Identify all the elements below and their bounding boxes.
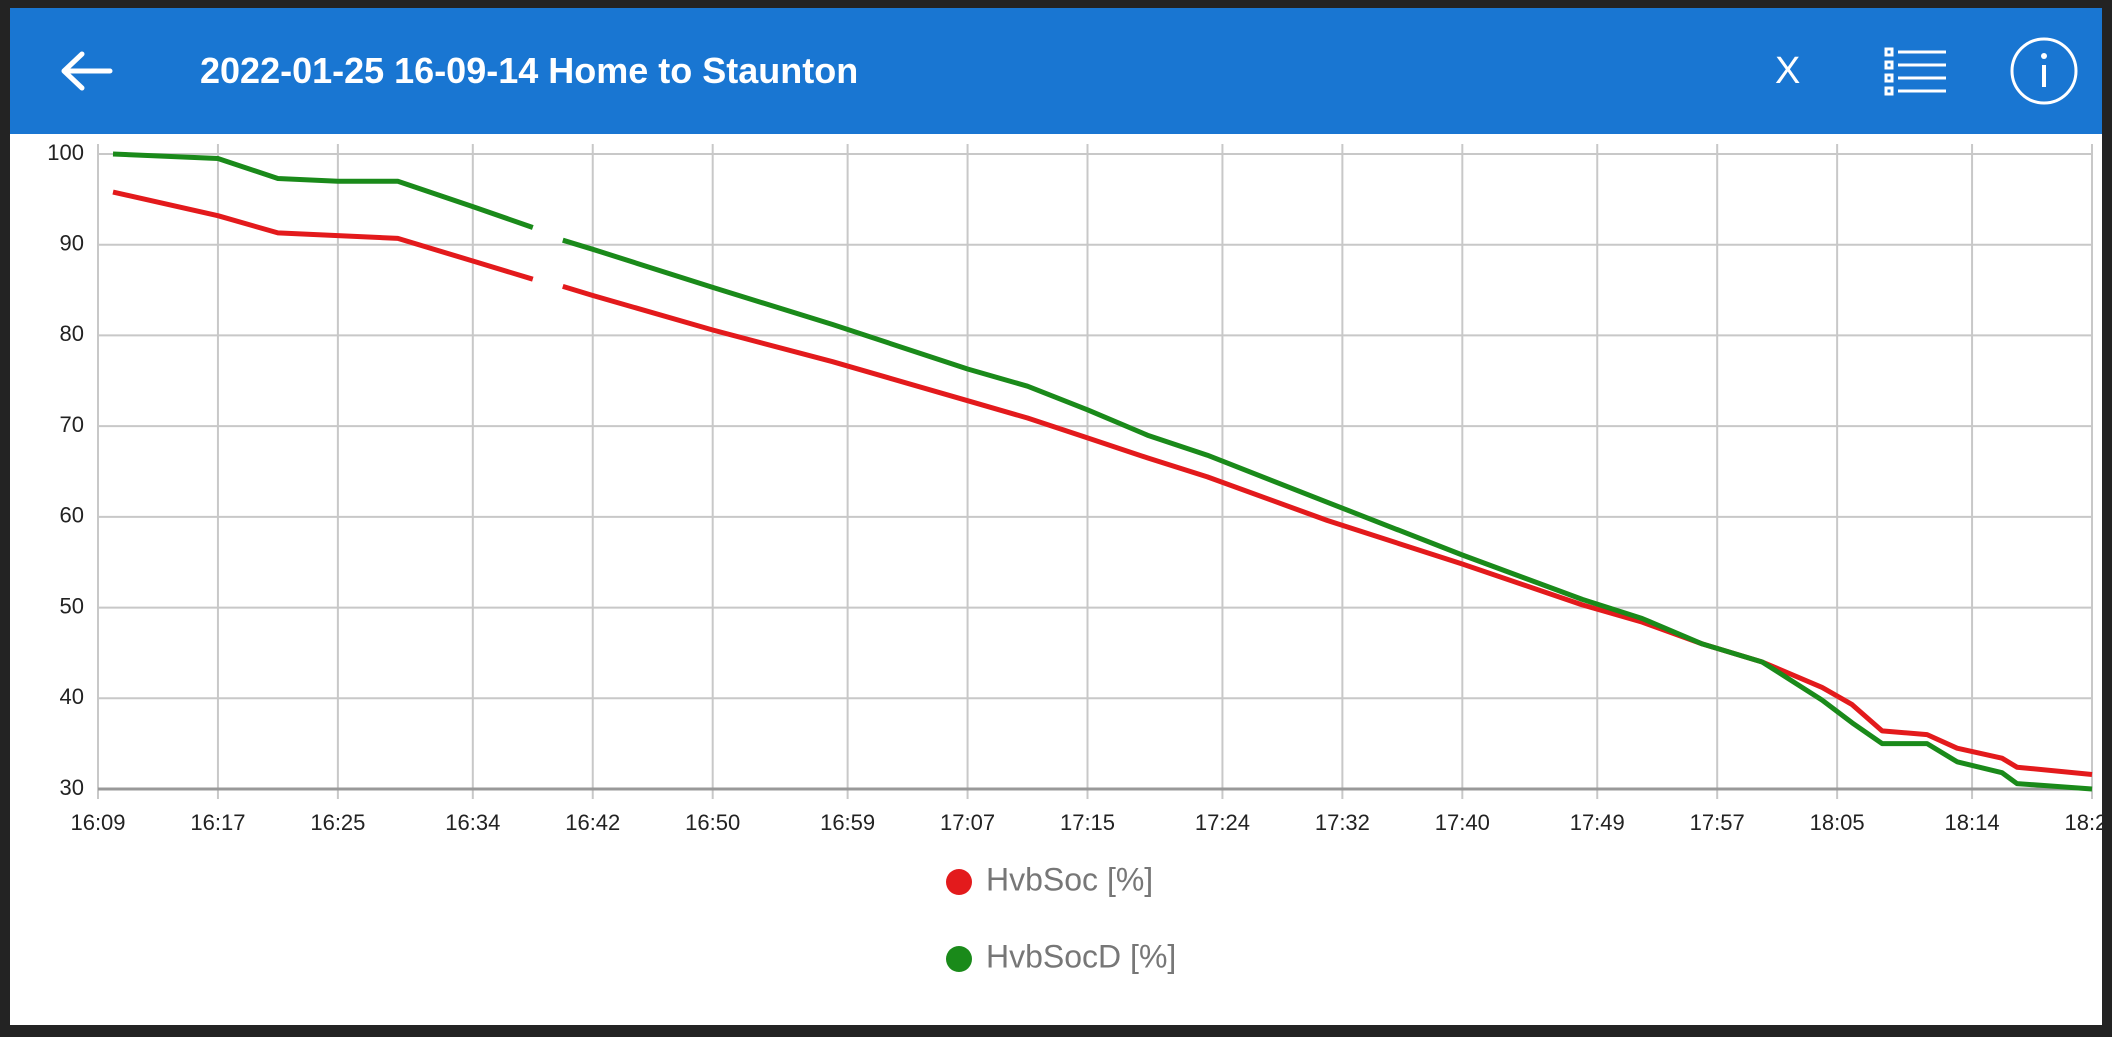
- legend-swatch: [946, 869, 972, 895]
- close-button[interactable]: X: [1775, 50, 1801, 92]
- list-button[interactable]: [1884, 46, 1950, 96]
- x-tick-label: 16:09: [70, 810, 125, 835]
- info-button[interactable]: [2008, 35, 2080, 107]
- x-tick-label: 16:17: [190, 810, 245, 835]
- x-tick-label: 17:24: [1195, 810, 1250, 835]
- data-line: [112, 189, 2093, 777]
- y-tick-label: 60: [60, 503, 84, 528]
- back-button[interactable]: [58, 51, 118, 91]
- x-tick-label: 18:14: [1945, 810, 2000, 835]
- toolbar: 2022-01-25 16-09-14 Home to Staunton X: [10, 8, 2102, 134]
- title: 2022-01-25 16-09-14 Home to Staunton: [200, 50, 859, 91]
- y-tick-label: 80: [60, 321, 84, 346]
- x-tick-label: 17:32: [1315, 810, 1370, 835]
- legend-label: HvbSocD [%]: [986, 938, 1176, 974]
- y-tick-label: 70: [60, 412, 84, 437]
- x-tick-label: 16:25: [310, 810, 365, 835]
- x-tick-label: 16:42: [565, 810, 620, 835]
- x-tick-label: 17:07: [940, 810, 995, 835]
- y-tick-label: 100: [47, 140, 84, 165]
- x-tick-label: 18:22: [2064, 810, 2102, 835]
- app-panel: 2022-01-25 16-09-14 Home to Staunton X 3…: [10, 8, 2102, 1025]
- chart: 30 40 50 60 70 80 90 100 16:09 16:17 16:25 16:34 16:…: [47, 140, 2102, 975]
- x-tick-label: 17:49: [1570, 810, 1625, 835]
- x-tick-label: 17:40: [1435, 810, 1490, 835]
- y-tick-label: 90: [60, 231, 84, 256]
- x-tick-label: 17:15: [1060, 810, 1115, 835]
- legend-swatch: [946, 946, 972, 972]
- x-tick-label: 16:34: [445, 810, 500, 835]
- y-tick-label: 30: [60, 775, 84, 800]
- x-tick-label: 18:05: [1810, 810, 1865, 835]
- y-tick-label: 50: [60, 593, 84, 618]
- x-tick-label: 16:59: [820, 810, 875, 835]
- x-tick-label: 17:57: [1690, 810, 1745, 835]
- data-line: [112, 151, 2093, 792]
- legend-label: HvbSoc [%]: [986, 861, 1153, 897]
- y-tick-label: 40: [60, 684, 84, 709]
- x-tick-label: 16:50: [685, 810, 740, 835]
